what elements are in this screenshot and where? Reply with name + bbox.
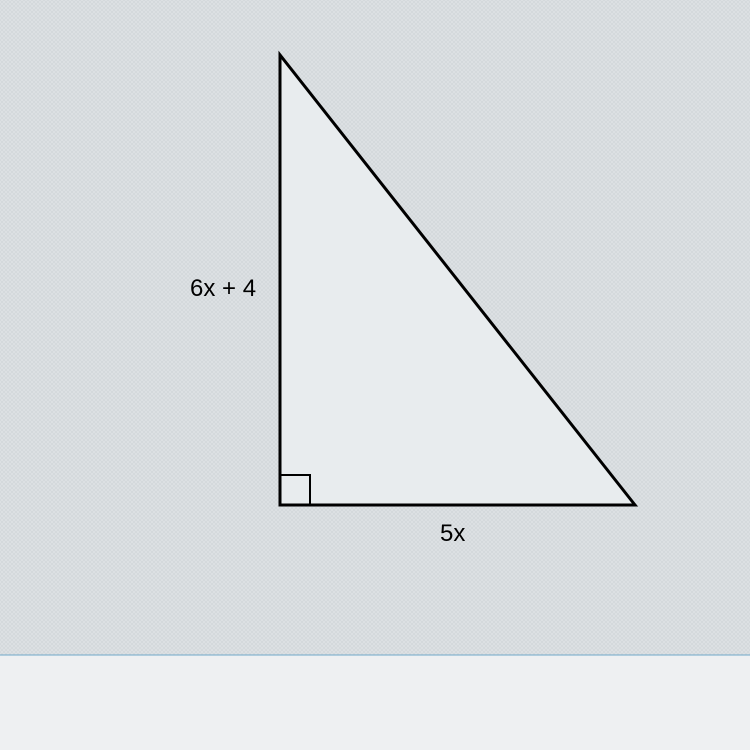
vertical-leg-label: 6x + 4 [190,275,256,303]
diagram-container: 6x + 4 5x [0,0,750,750]
triangle-diagram [0,0,750,750]
background-lower [0,655,750,750]
horizontal-leg-label: 5x [440,520,465,548]
